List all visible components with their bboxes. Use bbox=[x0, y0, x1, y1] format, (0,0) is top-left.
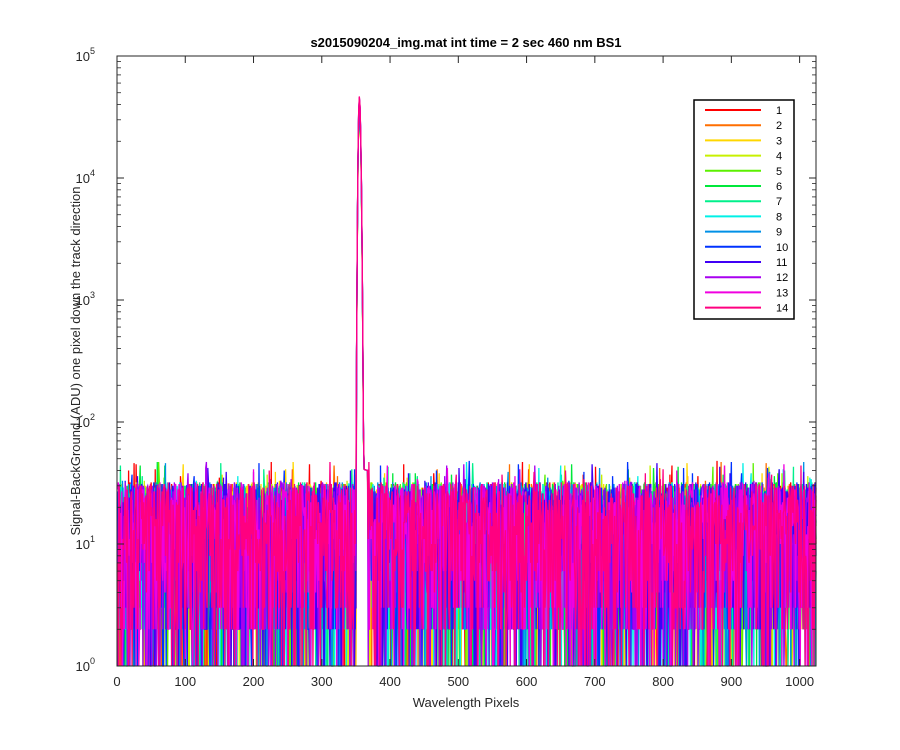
legend-label-9: 9 bbox=[776, 227, 782, 239]
y-axis-label: Signal-BackGround (ADU) one pixel down t… bbox=[68, 186, 83, 535]
y-tick-label: 103 bbox=[76, 290, 95, 308]
y-tick-label: 100 bbox=[76, 656, 95, 674]
legend-label-2: 2 bbox=[776, 120, 782, 132]
legend-label-10: 10 bbox=[776, 242, 788, 254]
series-line-14 bbox=[117, 96, 817, 667]
x-tick-label: 0 bbox=[113, 674, 120, 689]
x-tick-label: 800 bbox=[652, 674, 674, 689]
legend-label-5: 5 bbox=[776, 166, 782, 178]
x-axis-label: Wavelength Pixels bbox=[413, 695, 520, 710]
legend-label-11: 11 bbox=[776, 257, 787, 269]
x-tick-label: 900 bbox=[721, 674, 743, 689]
x-tick-label: 300 bbox=[311, 674, 333, 689]
x-tick-label: 200 bbox=[243, 674, 265, 689]
legend-label-7: 7 bbox=[776, 196, 782, 208]
y-tick-label: 105 bbox=[76, 46, 95, 64]
legend-label-13: 13 bbox=[776, 287, 788, 299]
legend-label-14: 14 bbox=[776, 303, 788, 315]
x-tick-label: 100 bbox=[174, 674, 196, 689]
legend-label-6: 6 bbox=[776, 181, 782, 193]
y-tick-label: 102 bbox=[76, 412, 95, 430]
chart-title: s2015090204_img.mat int time = 2 sec 460… bbox=[310, 35, 621, 50]
y-tick-label: 101 bbox=[76, 534, 95, 552]
legend-label-8: 8 bbox=[776, 211, 782, 223]
legend-label-1: 1 bbox=[776, 105, 782, 117]
legend-label-3: 3 bbox=[776, 135, 782, 147]
x-tick-label: 600 bbox=[516, 674, 538, 689]
y-tick-label: 104 bbox=[76, 168, 95, 186]
axes-box bbox=[116, 55, 817, 667]
x-tick-label: 400 bbox=[379, 674, 401, 689]
legend-label-4: 4 bbox=[776, 151, 782, 163]
x-axis: 0 100 200 300 400 500 600 700 800 900 1000 bbox=[113, 56, 814, 689]
x-tick-label: 1000 bbox=[785, 674, 814, 689]
x-tick-label: 500 bbox=[447, 674, 469, 689]
legend-box bbox=[693, 99, 795, 320]
legend-label-12: 12 bbox=[776, 272, 788, 284]
series-lines bbox=[117, 96, 817, 667]
x-tick-label: 700 bbox=[584, 674, 606, 689]
